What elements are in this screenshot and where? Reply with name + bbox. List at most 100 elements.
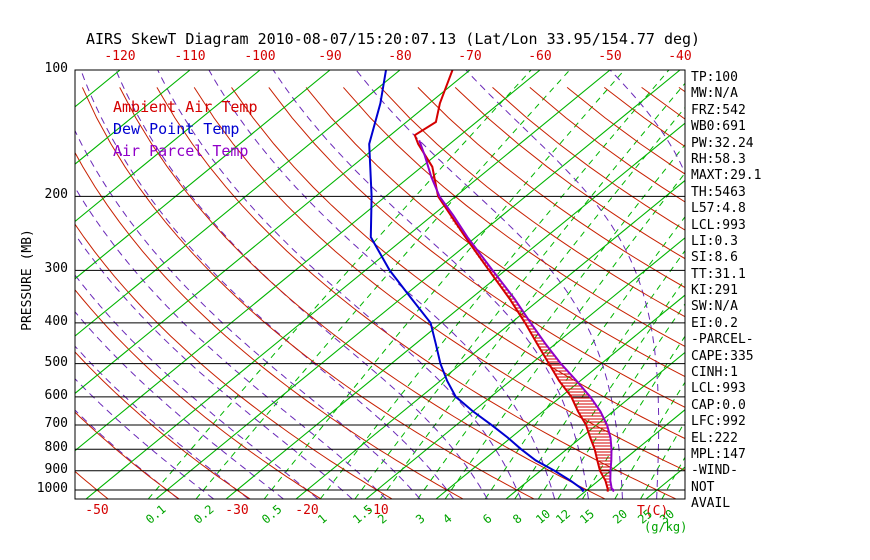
stat-line: KI:291 <box>691 283 738 299</box>
mixing-ratio-line <box>195 70 571 499</box>
isotherm-line <box>85 70 611 499</box>
stat-line: CINH:1 <box>691 365 738 381</box>
top-temp-tick: -120 <box>104 49 136 64</box>
dry-adiabat-line <box>75 223 393 499</box>
bottom-temp-tick: -20 <box>295 503 319 518</box>
pressure-tick: 600 <box>44 387 68 403</box>
isotherm-line <box>225 122 685 499</box>
stat-line: -PARCEL- <box>691 332 754 348</box>
stat-line: MW:N/A <box>691 86 738 102</box>
pressure-tick: 700 <box>44 415 68 431</box>
dry-adiabat-line <box>305 87 685 378</box>
dry-adiabat-line <box>156 87 677 499</box>
top-temp-tick: -40 <box>668 49 692 64</box>
top-temp-tick: -70 <box>458 49 482 64</box>
bottom-temp-tick: -30 <box>225 503 249 518</box>
isotherm-line <box>505 351 685 499</box>
isotherm-line <box>75 70 471 395</box>
stat-line: RH:58.3 <box>691 151 746 167</box>
isotherm-line <box>75 70 401 337</box>
dry-adiabat-line <box>343 87 685 347</box>
stat-line: TP:100 <box>691 70 738 85</box>
dry-adiabat-line <box>75 151 464 499</box>
moist-adiabat-line <box>157 70 522 499</box>
stat-line: MAXT:29.1 <box>691 168 762 184</box>
moist-adiabat-line <box>75 233 353 499</box>
dry-adiabat-line <box>193 87 685 472</box>
moist-adiabat-line <box>75 345 249 499</box>
stats-panel: TP:100 MW:N/A FRZ:542 WB0:691 PW:32.24 RH:58.… <box>691 70 761 513</box>
pressure-tick: 300 <box>44 261 68 277</box>
pressure-tick: 200 <box>44 187 68 203</box>
ambient-air-temp-curve <box>413 70 610 492</box>
isotherm-line <box>365 237 685 499</box>
moist-adiabat-line <box>80 70 455 499</box>
isotherm-line <box>75 70 261 223</box>
dry-adiabat-line <box>75 289 322 499</box>
isotherm-line <box>75 70 121 108</box>
mixing-ratio-line <box>514 249 685 499</box>
pressure-axis-label: PRESSURE (MB) <box>20 229 35 331</box>
temp-unit-label: T(C) <box>637 504 669 519</box>
top-temp-tick: -110 <box>174 49 206 64</box>
legend-dew-point-temp: Dew Point Temp <box>113 120 240 138</box>
stat-line: EL:222 <box>691 430 738 446</box>
top-temp-tick: -90 <box>318 49 342 64</box>
moist-adiabat-line <box>75 274 319 499</box>
legend-ambient-air-temp: Ambient Air Temp <box>113 98 258 116</box>
stat-line: LCL:993 <box>691 381 746 397</box>
pressure-tick: 400 <box>44 313 68 329</box>
plot-frame <box>74 69 686 500</box>
dry-adiabat-line <box>75 411 180 499</box>
top-temp-tick: -80 <box>388 49 412 64</box>
dry-adiabat-line <box>231 87 685 440</box>
stat-line: NOT <box>691 479 715 495</box>
mixing-ratio-line <box>614 381 685 499</box>
moist-adiabat-line <box>272 70 589 499</box>
moist-adiabat-line <box>75 186 387 499</box>
isotherm-line <box>75 70 331 280</box>
bottom-temp-tick: -50 <box>85 503 109 518</box>
top-temp-tick: -100 <box>244 49 276 64</box>
mixing-ratio-line <box>484 215 685 499</box>
stat-line: SW:N/A <box>691 299 738 315</box>
stat-line: LCL:993 <box>691 217 746 233</box>
dry-adiabat-line <box>417 87 685 289</box>
dry-adiabat-line <box>75 351 251 499</box>
moist-adiabat-line <box>208 70 556 499</box>
dry-adiabat-line <box>119 87 606 499</box>
pressure-tick: 100 <box>44 61 68 76</box>
mixing-ratio-line <box>263 70 625 499</box>
top-temp-tick: -60 <box>528 49 552 64</box>
mixing-ratio-line <box>537 278 685 499</box>
stat-line: WB0:691 <box>691 119 746 135</box>
stat-line: SI:8.6 <box>691 250 738 266</box>
moist-adiabat-line <box>115 70 488 499</box>
moist-adiabat-line <box>75 378 214 499</box>
dew-point-temp-curve <box>368 70 585 493</box>
isotherm-line <box>155 70 681 499</box>
stat-line: FRZ:542 <box>691 102 746 118</box>
bottom-temp-tick: -10 <box>365 503 389 518</box>
chart-background <box>75 70 685 499</box>
stat-line: -WIND- <box>691 463 738 479</box>
dry-adiabat-line <box>454 87 685 260</box>
mixing-ratio-line <box>557 303 685 499</box>
mixing-ratio-line <box>147 70 532 499</box>
pressure-tick: 800 <box>44 440 68 456</box>
isotherm-line <box>75 70 191 165</box>
moist-adiabat-line <box>355 70 623 499</box>
stat-line: TT:31.1 <box>691 266 746 282</box>
stat-line: EI:0.2 <box>691 315 738 331</box>
moist-adiabat-line <box>465 70 660 499</box>
mixing-ratio-line <box>444 172 685 499</box>
chart-title: AIRS SkewT Diagram 2010-08-07/15:20:07.1… <box>86 30 701 48</box>
stat-line: MPL:147 <box>691 446 746 462</box>
mixing-ratio-line <box>354 82 685 499</box>
top-temp-tick: -50 <box>598 49 622 64</box>
legend-air-parcel-temp: Air Parcel Temp <box>113 142 249 160</box>
pressure-tick: 1000 <box>36 481 68 496</box>
moist-adiabat-line <box>75 129 421 499</box>
mixing-ratio-line <box>661 456 685 499</box>
